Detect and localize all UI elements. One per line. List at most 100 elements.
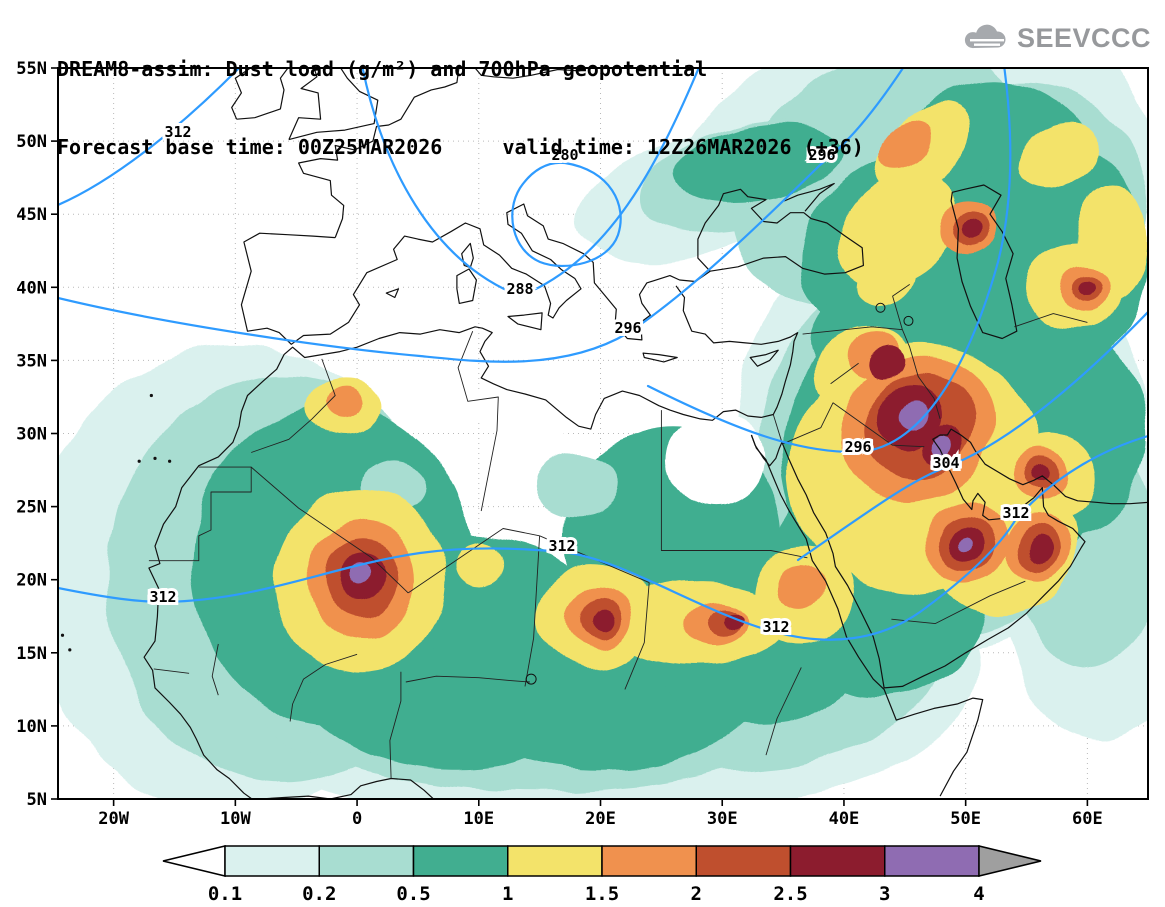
x-axis-tick-label: 10E bbox=[463, 809, 494, 829]
country-border bbox=[405, 675, 530, 683]
geopotential-contour bbox=[511, 161, 622, 268]
coastline-path bbox=[750, 434, 984, 797]
country-border bbox=[660, 410, 808, 559]
contour-label: 296 bbox=[844, 438, 871, 456]
dust-region bbox=[965, 221, 984, 240]
geopotential-contours: 312 280 296 288 296 296 304 312 312 312 312 bbox=[58, 68, 1148, 641]
contour-label: 312 bbox=[164, 123, 191, 141]
x-axis-tick-label: 10W bbox=[220, 809, 251, 829]
country-border bbox=[892, 284, 910, 330]
chart-subtitle: Forecast base time: 00Z25MAR2026 valid t… bbox=[57, 135, 864, 159]
axes: 20W 10W 0 10E 20E 30E 40E 50E 60E 5N 10N 15N 20N 25N 3… bbox=[16, 59, 1149, 829]
dust-region bbox=[857, 254, 916, 306]
country-border bbox=[782, 402, 925, 448]
contour-label: 312 bbox=[548, 537, 575, 555]
coastline-path bbox=[642, 352, 678, 363]
colorbar-tick-label: 0.5 bbox=[396, 883, 430, 905]
colorbar-segment bbox=[601, 845, 697, 877]
country-border bbox=[802, 326, 903, 335]
coastline-path bbox=[231, 68, 252, 120]
coastline-path bbox=[950, 184, 1018, 340]
y-axis-tick-label: 15N bbox=[16, 644, 47, 664]
coastline-path bbox=[298, 68, 460, 238]
contour-label: 312 bbox=[762, 618, 789, 636]
country-border bbox=[891, 580, 1026, 625]
y-axis-tick-label: 45N bbox=[16, 205, 47, 225]
dust-region bbox=[778, 563, 825, 611]
coastline-path bbox=[697, 188, 864, 275]
lake-outline bbox=[903, 315, 914, 326]
coastline-path bbox=[750, 434, 783, 467]
y-axis-tick-label: 5N bbox=[27, 790, 47, 810]
seevccc-logo: SEEVCCC bbox=[962, 22, 1151, 54]
dust-region bbox=[877, 119, 933, 169]
colorbar-tick-label: 2.5 bbox=[773, 883, 807, 905]
country-border bbox=[407, 528, 540, 594]
contour-label: 296 bbox=[808, 146, 835, 164]
country-border bbox=[624, 582, 650, 690]
geopotential-contour bbox=[361, 68, 700, 298]
colorbar-segment bbox=[695, 845, 792, 877]
dust-region bbox=[1017, 122, 1097, 189]
dust-region bbox=[589, 611, 612, 634]
dust-region bbox=[838, 171, 960, 287]
dust-region bbox=[932, 436, 953, 457]
colorbar-arrow-low bbox=[162, 845, 226, 877]
x-axis-tick-label: 40E bbox=[829, 809, 860, 829]
island-dot bbox=[149, 393, 153, 398]
coastlines bbox=[60, 68, 1148, 799]
country-border bbox=[250, 466, 409, 594]
dust-region bbox=[1078, 282, 1094, 298]
lake-outline bbox=[875, 302, 886, 313]
dust-region bbox=[1034, 463, 1051, 480]
island-dot bbox=[153, 456, 157, 460]
colorbar: 0.1 0.2 0.5 1 1.5 2 2.5 3 4 bbox=[162, 845, 1042, 905]
coastline-path bbox=[288, 68, 379, 141]
y-axis-tick-label: 35N bbox=[16, 351, 47, 371]
contour-label: 312 bbox=[149, 588, 176, 606]
country-border bbox=[251, 358, 336, 453]
coastline-path bbox=[474, 68, 585, 79]
coastline-path bbox=[784, 182, 835, 212]
dust-region bbox=[346, 562, 373, 589]
dust-region bbox=[1025, 535, 1053, 563]
coastline-path bbox=[236, 68, 289, 120]
country-border bbox=[524, 535, 541, 687]
y-axis-tick-label: 30N bbox=[16, 425, 47, 445]
contour-label: 280 bbox=[551, 146, 578, 164]
country-border bbox=[457, 331, 499, 512]
colorbar-segment bbox=[412, 845, 509, 877]
colorbar-segment bbox=[789, 845, 886, 877]
colorbar-tick-label: 0.2 bbox=[302, 883, 336, 905]
coastline-path bbox=[143, 285, 799, 799]
x-axis-tick-label: 30E bbox=[707, 809, 738, 829]
country-border bbox=[211, 643, 219, 696]
country-border bbox=[153, 668, 190, 674]
geopotential-contour bbox=[646, 68, 1012, 454]
contour-label: 288 bbox=[506, 280, 533, 298]
y-axis-tick-label: 20N bbox=[16, 571, 47, 591]
cloud-icon bbox=[964, 24, 1006, 49]
lake-outline bbox=[525, 673, 537, 685]
island-dot bbox=[60, 633, 65, 637]
country-border bbox=[1014, 313, 1088, 328]
dust-region bbox=[667, 413, 765, 507]
x-axis-tick-label: 20W bbox=[98, 809, 129, 829]
coastline-path bbox=[507, 312, 543, 331]
country-border bbox=[830, 362, 859, 385]
coastline-path bbox=[781, 428, 1148, 689]
coastline-path bbox=[260, 777, 435, 799]
y-axis-tick-label: 55N bbox=[16, 59, 47, 79]
country-border bbox=[765, 667, 802, 756]
colorbar-segment bbox=[507, 845, 603, 877]
chart-title: DREAM8-assim: Dust load (g/m²) and 700hP… bbox=[57, 57, 708, 81]
y-axis-tick-label: 25N bbox=[16, 498, 47, 518]
coastline-path bbox=[288, 68, 322, 140]
geopotential-contour bbox=[796, 310, 1148, 562]
colorbar-tick-label: 4 bbox=[973, 883, 984, 905]
coastline-path bbox=[240, 203, 711, 345]
y-axis-tick-label: 50N bbox=[16, 132, 47, 152]
country-border bbox=[389, 671, 402, 779]
colorbar-segment bbox=[318, 845, 415, 877]
